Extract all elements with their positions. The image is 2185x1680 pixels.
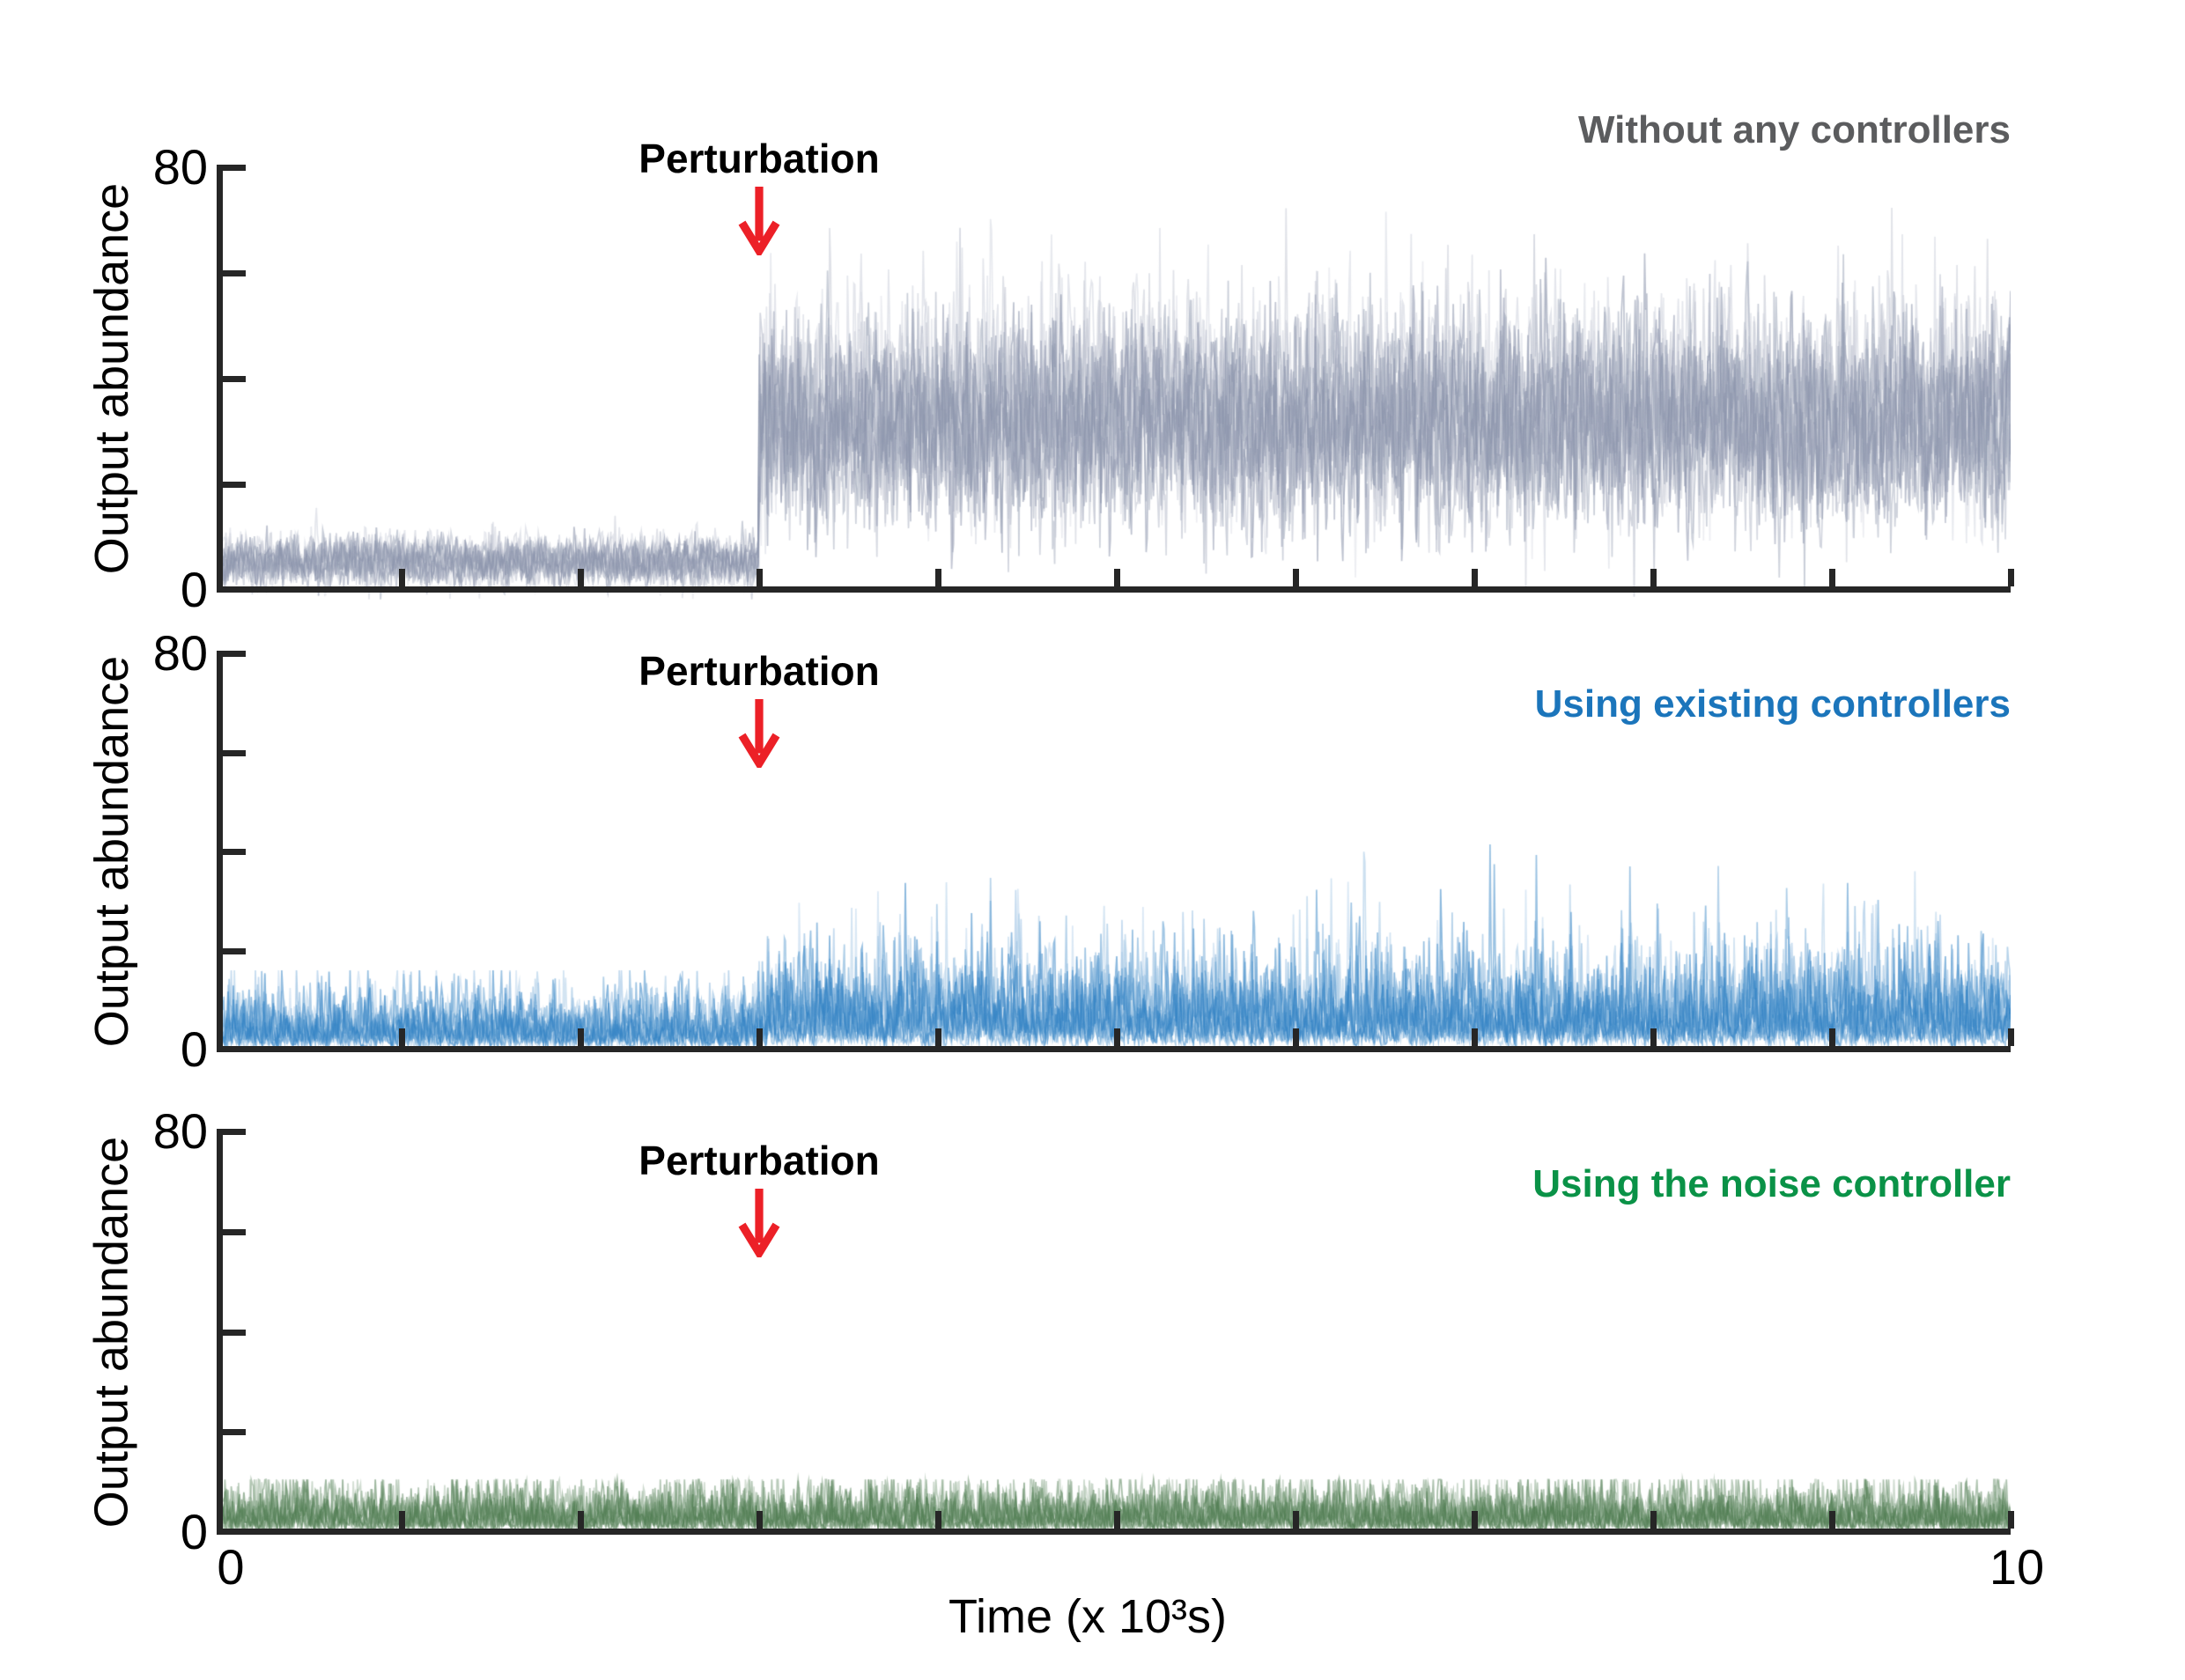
x-axis-tick [398,569,405,586]
perturbation-label: Perturbation [639,648,880,694]
y-axis-tick [223,1228,246,1235]
x-axis-line [217,1046,2011,1052]
trajectories-canvas [223,167,2011,604]
y-axis-title: Output abundance [85,1136,138,1529]
perturbation-arrow-icon [738,699,780,768]
x-axis-tick [756,1511,763,1529]
x-axis-tick [1113,1511,1120,1529]
y-axis-tick [223,651,246,657]
y-tick-label-0: 0 [180,1021,208,1077]
x-tick-label-10: 10 [1989,1539,2045,1595]
x-axis-tick [577,569,584,586]
plot-area: Perturbation Using the noise controller [217,1129,2014,1546]
x-axis-tick [2007,1028,2014,1046]
x-axis-tick [1292,1511,1299,1529]
x-axis-tick [1828,569,1835,586]
x-axis-tick [1828,1028,1835,1046]
y-axis-tick [223,165,246,171]
y-tick-label-80: 80 [152,625,208,681]
x-axis-line [217,1529,2011,1535]
x-axis-tick [934,1028,941,1046]
perturbation-label: Perturbation [639,1138,880,1183]
legend-label: Without any controllers [1578,108,2011,151]
x-axis-tick [398,1028,405,1046]
x-axis-tick [1650,569,1657,586]
panel-without-any-controllers: Output abundance 80 0 Perturbation Witho… [0,108,2185,617]
y-axis-tick [223,947,246,954]
perturbation-arrow-icon [738,1189,780,1257]
y-axis-title: Output abundance [85,655,138,1048]
legend-label: Using the noise controller [1532,1162,2011,1205]
x-axis-tick [1471,569,1478,586]
panel-using-the-noise-controller: Output abundance 80 0 Perturbation Using… [0,1103,2185,1559]
perturbation-annotation: Perturbation [513,648,1006,768]
x-axis-tick [756,1028,763,1046]
y-tick-label-80: 80 [152,139,208,195]
y-tick-label-0: 0 [180,1504,208,1559]
x-axis-tick [934,1511,941,1529]
y-axis-tick [223,849,246,855]
x-axis-tick [1471,1028,1478,1046]
x-axis-tick [577,1028,584,1046]
x-axis-tick [1113,1028,1120,1046]
y-axis-tick [223,270,246,276]
trajectories-canvas [223,1131,2011,1546]
x-tick-label-0: 0 [217,1539,245,1595]
y-axis-tick [223,749,246,756]
y-axis-line [217,165,223,593]
x-axis-tick [1650,1511,1657,1529]
y-axis-line [217,651,223,1052]
y-tick-label-0: 0 [180,562,208,617]
x-axis-line [217,586,2011,593]
panel-using-existing-controllers: Output abundance 80 0 Perturbation Using… [0,625,2185,1077]
perturbation-annotation: Perturbation [513,1138,1006,1257]
trajectories-canvas [223,653,2011,1064]
perturbation-label: Perturbation [639,136,880,181]
y-tick-label-80: 80 [152,1103,208,1159]
y-axis-tick [223,482,246,488]
x-axis-tick [2007,569,2014,586]
x-axis-tick [577,1511,584,1529]
y-axis-tick [223,1129,246,1135]
x-axis-tick [756,569,763,586]
x-axis-tick [398,1511,405,1529]
legend-label: Using existing controllers [1534,682,2011,726]
y-axis-tick [223,1329,246,1336]
perturbation-annotation: Perturbation [513,136,1006,255]
plot-area: Perturbation Using existing controllers [217,648,2014,1064]
y-axis-tick [223,1429,246,1436]
x-axis-tick [1292,1028,1299,1046]
perturbation-arrow-icon [738,187,780,255]
x-axis-tick [1650,1028,1657,1046]
plot-area: Perturbation Without any controllers [217,108,2014,604]
y-axis-tick [223,376,246,382]
y-axis-line [217,1129,223,1535]
x-axis-tick [934,569,941,586]
x-axis-tick [1113,569,1120,586]
x-axis-tick [1292,569,1299,586]
x-axis-tick [1471,1511,1478,1529]
y-axis-title: Output abundance [85,182,138,575]
x-axis-title: Time (x 10³s) [948,1590,1227,1643]
x-axis-tick [1828,1511,1835,1529]
x-axis-tick [2007,1511,2014,1529]
